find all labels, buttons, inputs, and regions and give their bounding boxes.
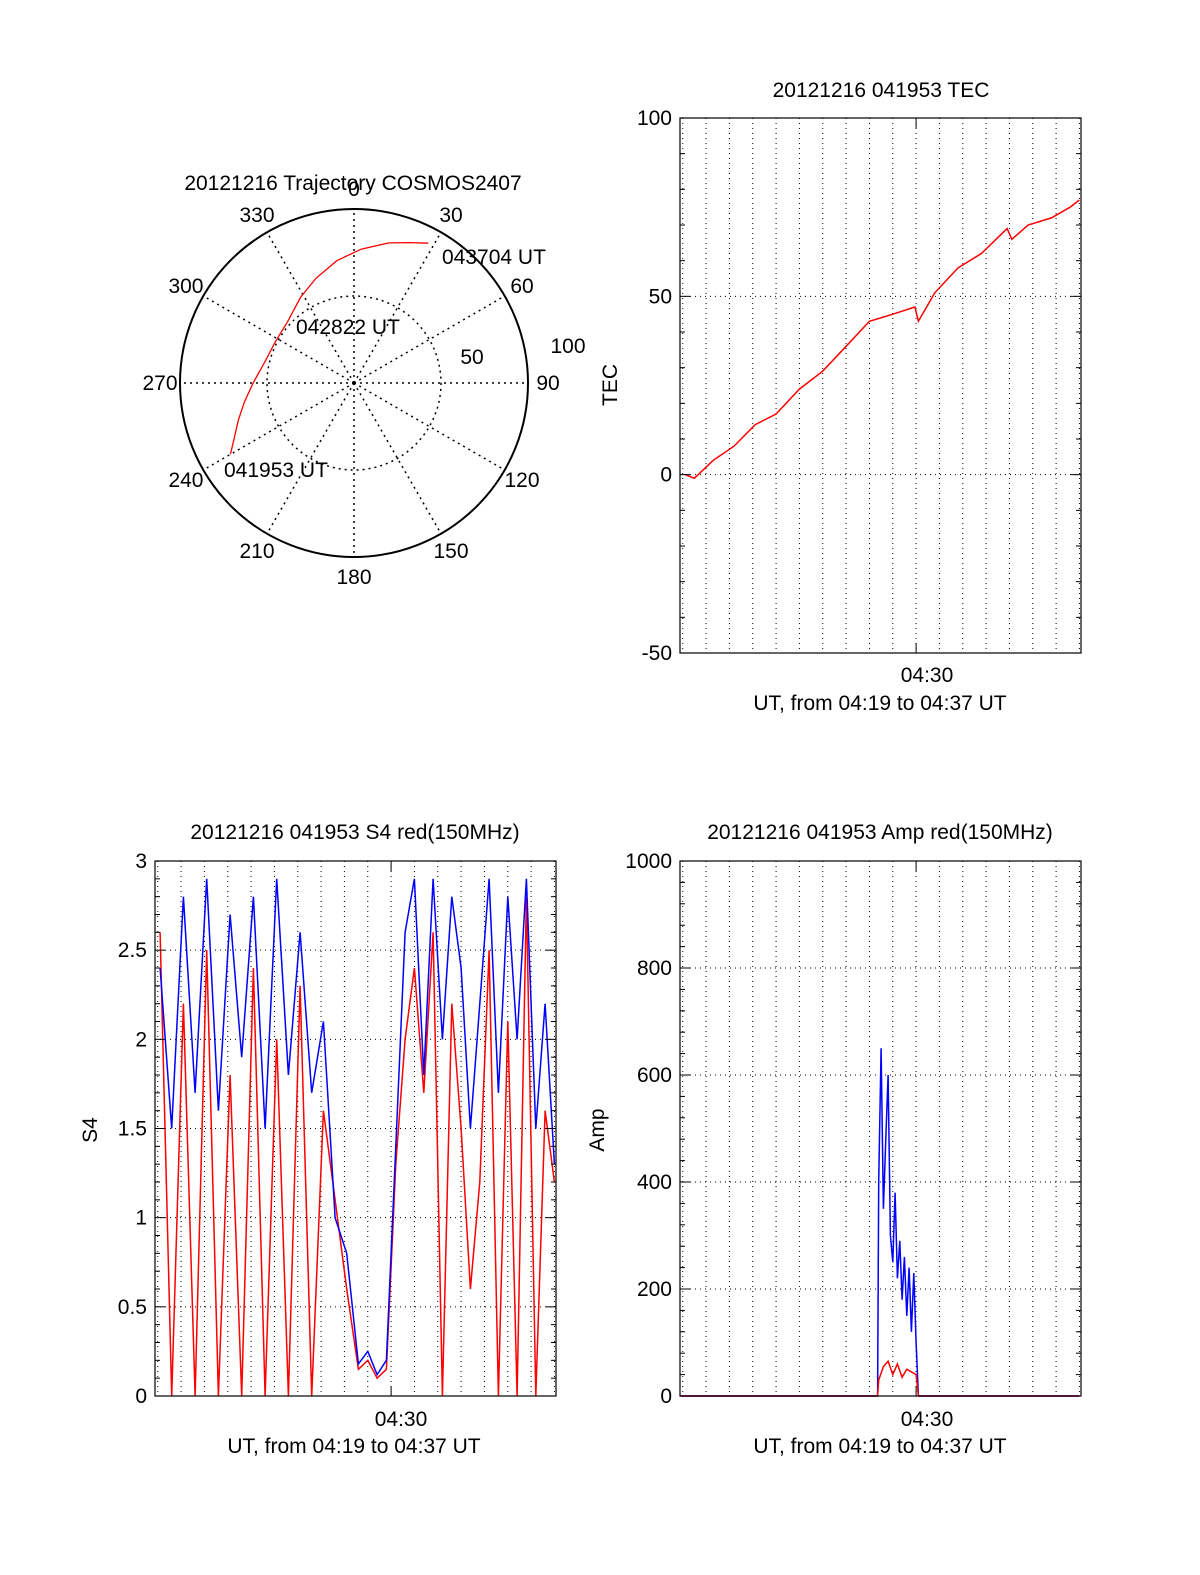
amp-x-axis-label: UT, from 04:19 to 04:37 UT [753,1435,1006,1458]
azimuth-label-210: 210 [239,540,274,563]
tec-chart-title: 20121216 041953 TEC [773,79,990,102]
polar-chart-title: 20121216 Trajectory COSMOS2407 [184,172,521,195]
tec-ytick-label: 0 [660,464,672,487]
amp-series-2 [680,1359,1080,1397]
amp-ytick-label: 600 [637,1064,672,1087]
amp-ytick-label: 1000 [625,850,672,873]
trajectory-line [229,241,429,455]
azimuth-label-240: 240 [168,469,203,492]
s4-series-2 [159,878,556,1377]
annotation-mid-time: 042822 UT [296,316,400,339]
amp-chart-title: 20121216 041953 Amp red(150MHz) [707,821,1053,844]
s4-ytick-label: 0 [135,1385,147,1408]
amp-plot-frame [679,860,1082,1397]
s4-ytick-label: 1.5 [118,1118,147,1141]
s4-chart: 20121216 041953 S4 red(150MHz) 0 0.5 1 1.5 2… [79,821,557,1458]
azimuth-label-0: 0 [348,178,360,201]
azimuth-label-60: 60 [510,275,533,298]
azimuth-label-300: 300 [168,275,203,298]
polar-spoke-210 [266,382,355,535]
s4-ytick-label: 2 [135,1028,147,1051]
s4-x-tick-label: 04:30 [375,1408,428,1431]
azimuth-label-120: 120 [504,469,539,492]
tec-x-tick-label: 04:30 [901,664,954,687]
s4-ytick-label: 2.5 [118,939,147,962]
tec-y-axis-label: TEC [599,364,622,406]
tec-series-1 [684,199,1080,480]
tec-ytick-label: 100 [637,107,672,130]
s4-x-axis-label: UT, from 04:19 to 04:37 UT [227,1435,480,1458]
s4-ytick-label: 3 [135,850,147,873]
amp-series-1 [680,1048,1080,1397]
polar-spoke-240 [202,382,355,471]
amp-ytick-label: 400 [637,1171,672,1194]
amp-ytick-label: 800 [637,957,672,980]
s4-series-1 [159,896,556,1397]
amp-x-tick-label: 04:30 [901,1408,954,1431]
amp-ytick-label: 200 [637,1278,672,1301]
tec-ytick-label: -50 [642,642,672,665]
azimuth-label-330: 330 [239,204,274,227]
s4-chart-title: 20121216 041953 S4 red(150MHz) [190,821,519,844]
polar-spoke-300 [202,295,355,384]
azimuth-label-150: 150 [433,540,468,563]
amp-y-axis-label: Amp [586,1108,609,1151]
polar-trajectory-chart: 20121216 Trajectory COSMOS2407 0 30 60 90 12… [142,172,585,589]
s4-ytick-label: 0.5 [118,1296,147,1319]
azimuth-label-90: 90 [536,372,559,395]
azimuth-label-270: 270 [142,372,177,395]
polar-outer-ring [179,208,529,558]
polar-spoke-30 [353,231,442,384]
radial-label-50: 50 [460,346,483,369]
amp-ytick-label: 0 [660,1385,672,1408]
s4-y-axis-label: S4 [79,1117,102,1143]
polar-spoke-60 [353,295,506,384]
tec-x-axis-label: UT, from 04:19 to 04:37 UT [753,692,1006,715]
polar-spoke-330 [266,231,355,384]
azimuth-label-180: 180 [336,566,371,589]
s4-ytick-label: 1 [135,1207,147,1230]
polar-spoke-120 [353,382,506,471]
amp-chart: 20121216 041953 Amp red(150MHz) 0 200 400 6… [586,821,1082,1458]
annotation-start-time: 041953 UT [224,459,328,482]
radial-label-100: 100 [550,335,585,358]
polar-ring-50 [266,295,442,471]
annotation-end-time: 043704 UT [442,246,546,269]
tec-ytick-label: 50 [649,285,672,308]
polar-spoke-150 [353,382,442,535]
tec-plot-frame [679,117,1082,654]
azimuth-label-30: 30 [439,204,462,227]
